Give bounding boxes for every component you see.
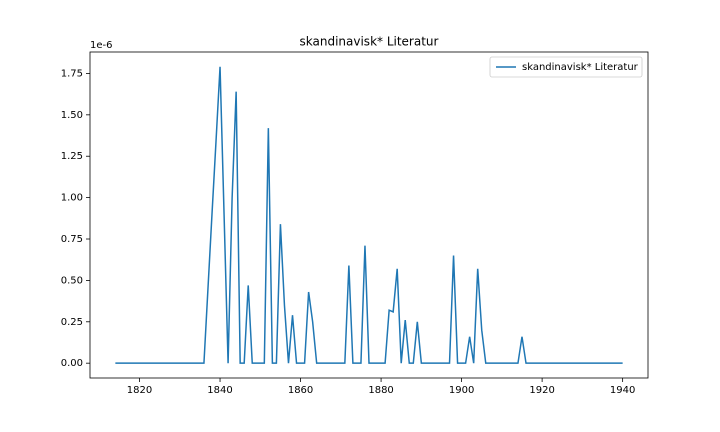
y-tick-label: 1.50 [61, 110, 83, 121]
x-tick-label: 1920 [529, 385, 554, 396]
chart-title: skandinavisk* Literatur [300, 35, 439, 49]
x-tick-label: 1880 [368, 385, 393, 396]
y-tick-label: 1.25 [61, 151, 83, 162]
x-tick-label: 1900 [449, 385, 474, 396]
y-tick-label: 0.00 [61, 358, 83, 369]
legend-label: skandinavisk* Literatur [522, 62, 639, 73]
y-tick-label: 1.75 [61, 68, 83, 79]
x-tick-label: 1860 [288, 385, 313, 396]
legend-box [489, 56, 643, 78]
y-tick-label: 0.75 [61, 234, 83, 245]
y-tick-label: 1.00 [61, 193, 83, 204]
line [115, 66, 623, 364]
x-tick-label: 1820 [127, 385, 152, 396]
plot-frame [89, 51, 649, 379]
y-tick-label: 0.50 [61, 275, 83, 286]
x-tick-label: 1840 [207, 385, 232, 396]
y-tick-label: 0.25 [61, 317, 83, 328]
x-tick-label: 1940 [610, 385, 635, 396]
y-offset-label: 1e-6 [90, 40, 113, 51]
